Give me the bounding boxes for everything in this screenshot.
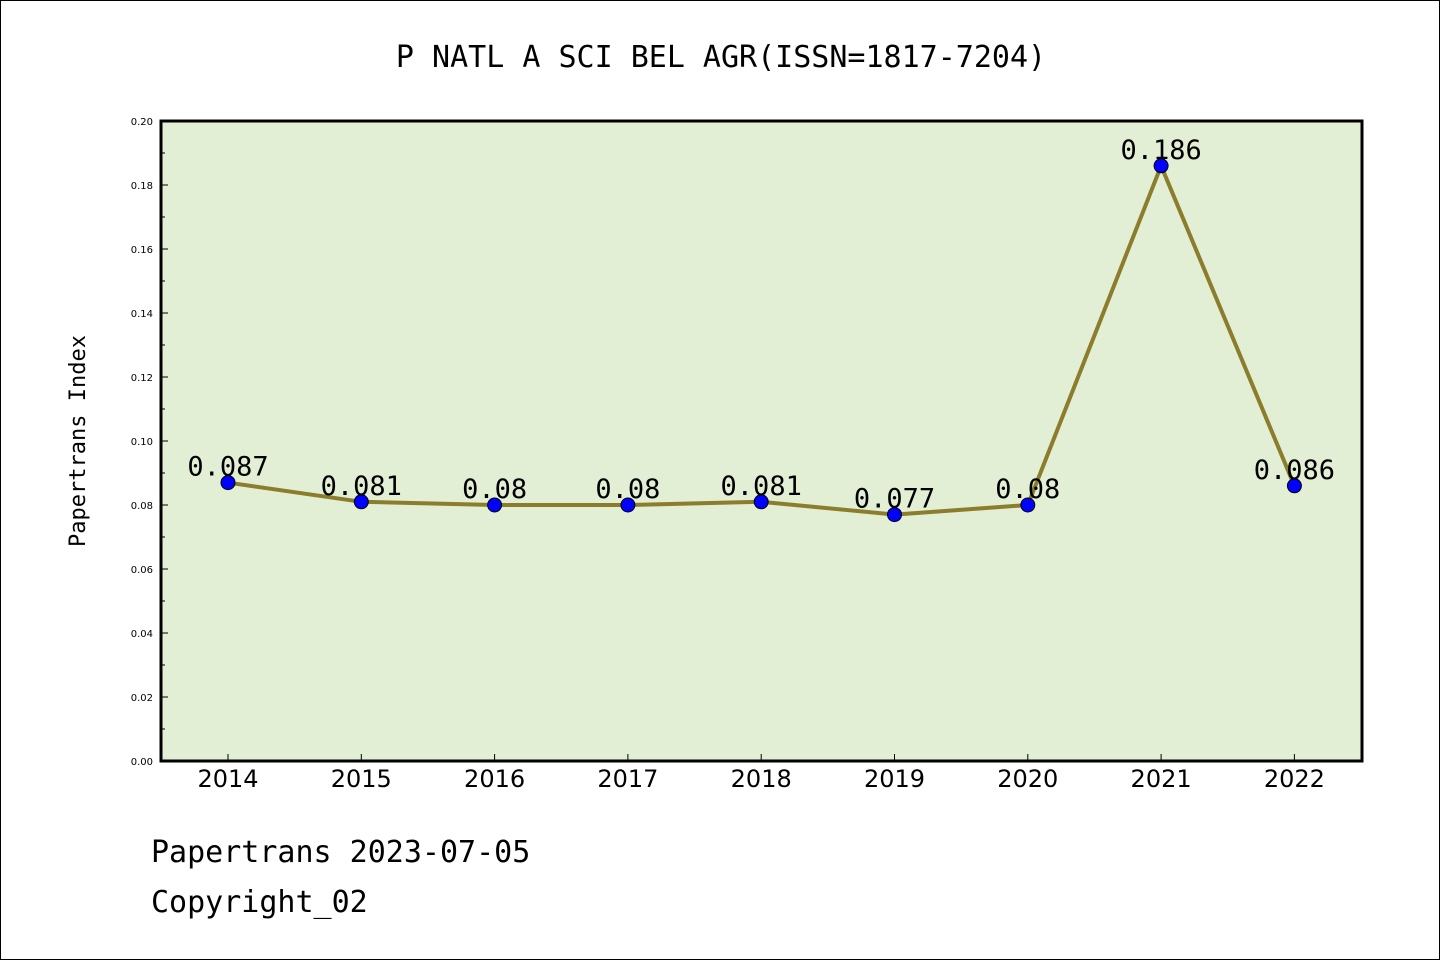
x-tick-label: 2019 [864, 765, 925, 793]
y-tick-label: 0.14 [131, 309, 153, 320]
x-tick-label: 2020 [997, 765, 1058, 793]
data-label-2015: 0.081 [321, 471, 402, 502]
data-label-2020: 0.08 [995, 474, 1060, 505]
data-point-2014 [220, 475, 236, 491]
x-axis: 2014 2015 2016 2017 2018 2019 2020 2021 2022 [197, 754, 1325, 793]
footer-date-text: Papertrans 2023-07-05 [151, 835, 531, 870]
chart-title: P NATL A SCI BEL AGR(ISSN=1817-7204) [396, 40, 1046, 75]
y-tick-label: 0.04 [131, 629, 153, 640]
x-tick-label: 2022 [1264, 765, 1325, 793]
y-tick-label: 0.08 [131, 501, 153, 512]
x-tick-label: 2016 [464, 765, 525, 793]
data-point-2020 [1020, 497, 1036, 513]
data-label-2019: 0.077 [854, 484, 935, 515]
x-tick-label: 2017 [597, 765, 658, 793]
data-point-2017 [620, 497, 636, 513]
x-tick-label: 2014 [197, 765, 258, 793]
data-label-2016: 0.08 [462, 474, 527, 505]
x-tick-label: 2018 [731, 765, 792, 793]
footer-copyright-text: Copyright_02 [151, 885, 368, 920]
y-tick-label: 0.00 [131, 757, 153, 768]
data-label-2018: 0.081 [721, 471, 802, 502]
y-tick-label: 0.18 [131, 181, 153, 192]
data-point-2018 [753, 494, 769, 510]
x-tick-label: 2015 [331, 765, 392, 793]
y-tick-label: 0.20 [131, 117, 153, 128]
y-tick-label: 0.12 [131, 373, 153, 384]
y-axis-label: Papertrans Index [66, 335, 91, 547]
data-point-2019 [887, 507, 902, 523]
data-label-2017: 0.08 [595, 474, 660, 505]
data-point-2022 [1286, 478, 1302, 494]
plot-area [159, 119, 1364, 763]
y-tick-label: 0.16 [131, 245, 153, 256]
data-point-2021 [1153, 158, 1169, 174]
data-label-2021: 0.186 [1120, 135, 1201, 166]
y-axis: 0.00 0.02 0.04 0.06 0.08 0.10 0.12 0.14 0.16 0.18… [131, 117, 168, 768]
series-papertrans-index: 0.087 0.081 0.08 0.08 0.081 0.077 0.08 0.186 0.0… [187, 135, 1335, 523]
y-tick-label: 0.06 [131, 565, 153, 576]
x-tick-label: 2021 [1131, 765, 1192, 793]
y-tick-label: 0.10 [131, 437, 153, 448]
data-label-2022: 0.086 [1254, 455, 1335, 486]
data-label-2014: 0.087 [187, 452, 268, 483]
data-point-2016 [487, 497, 503, 513]
y-tick-label: 0.02 [131, 693, 153, 704]
data-point-2015 [353, 494, 369, 510]
